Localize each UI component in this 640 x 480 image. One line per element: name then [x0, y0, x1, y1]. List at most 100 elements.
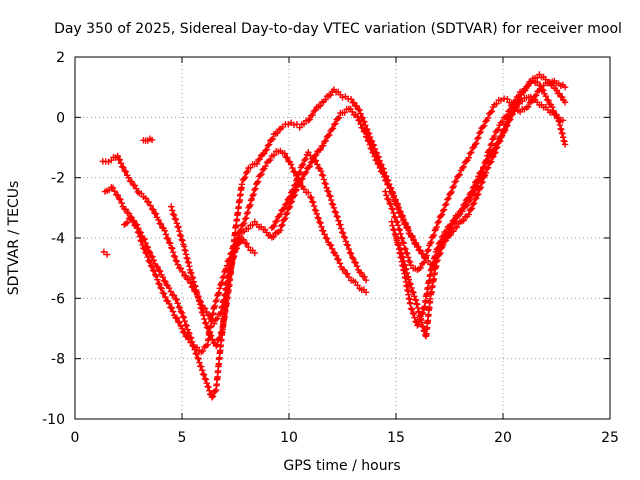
data-point [206, 387, 213, 394]
data-point [152, 271, 159, 278]
data-point [466, 150, 474, 157]
data-point [475, 173, 482, 180]
data-point [484, 114, 492, 122]
data-point [347, 250, 355, 257]
data-point [491, 132, 498, 140]
data-point [407, 305, 415, 312]
data-point [401, 245, 408, 252]
data-point [152, 210, 160, 218]
series-track-8 [388, 77, 569, 329]
data-point [417, 264, 424, 272]
data-point [169, 308, 177, 315]
data-point [103, 251, 111, 258]
data-point [286, 203, 294, 210]
data-point [361, 118, 368, 126]
data-point [144, 253, 151, 261]
data-point [302, 155, 309, 163]
data-point [289, 164, 296, 172]
data-point [438, 243, 445, 250]
data-point [448, 224, 455, 232]
data-point [489, 136, 496, 143]
data-point [443, 200, 450, 208]
data-point [145, 257, 153, 265]
data-point [288, 198, 296, 205]
data-point [542, 93, 549, 100]
data-point [353, 263, 361, 270]
data-point [259, 166, 267, 174]
data-point [385, 196, 392, 203]
data-point [450, 183, 457, 190]
data-point [450, 228, 457, 235]
data-point [396, 226, 403, 234]
data-point [378, 161, 385, 168]
data-point [305, 189, 312, 196]
data-point [352, 259, 359, 266]
data-point [497, 97, 505, 104]
data-point [473, 178, 480, 185]
data-point [209, 393, 217, 400]
data-point [340, 233, 348, 241]
data-point [201, 375, 209, 382]
data-point [405, 257, 413, 265]
data-point [469, 184, 477, 191]
data-point [352, 278, 359, 286]
data-point [464, 196, 471, 203]
data-point [471, 187, 479, 195]
data-point [326, 131, 333, 139]
data-point [479, 164, 487, 171]
data-point [460, 201, 467, 209]
data-point [511, 107, 518, 114]
data-point [293, 177, 300, 184]
data-point [193, 344, 201, 351]
data-point [361, 273, 368, 280]
data-point [138, 238, 145, 245]
data-point [321, 138, 328, 145]
data-point [556, 90, 563, 97]
data-point [143, 250, 150, 257]
data-point [289, 188, 296, 195]
series-track-3 [121, 105, 436, 356]
data-point [168, 244, 175, 251]
data-point [404, 250, 411, 257]
data-point [213, 341, 221, 348]
data-point [173, 258, 181, 265]
data-point [176, 228, 183, 235]
data-point [497, 134, 504, 142]
data-point [158, 285, 165, 292]
data-point [350, 255, 357, 262]
data-point [262, 147, 269, 154]
data-point [406, 280, 413, 287]
data-point [415, 320, 422, 328]
data-point [538, 86, 545, 93]
data-point [114, 191, 121, 199]
data-point [358, 269, 365, 277]
data-point [489, 147, 497, 154]
data-point [179, 268, 186, 276]
data-point [366, 133, 374, 141]
data-point [478, 179, 485, 187]
data-point [174, 261, 181, 268]
data-point [265, 141, 273, 148]
data-point [299, 161, 307, 168]
data-point [451, 178, 459, 186]
data-point [365, 130, 373, 137]
data-point [470, 183, 478, 190]
data-point [389, 189, 397, 196]
data-point [331, 208, 339, 215]
data-point [277, 226, 284, 234]
data-point [445, 229, 453, 236]
data-point [470, 199, 478, 207]
data-point [243, 240, 250, 247]
data-point [191, 282, 198, 289]
data-point [241, 174, 249, 181]
data-point [117, 160, 125, 167]
data-point [346, 249, 354, 256]
data-point [209, 336, 216, 343]
data-point [317, 219, 324, 227]
data-point [333, 212, 340, 220]
data-point [465, 211, 472, 218]
data-point [179, 313, 187, 320]
data-point [260, 150, 268, 157]
data-point [195, 355, 202, 362]
data-point [247, 164, 254, 171]
